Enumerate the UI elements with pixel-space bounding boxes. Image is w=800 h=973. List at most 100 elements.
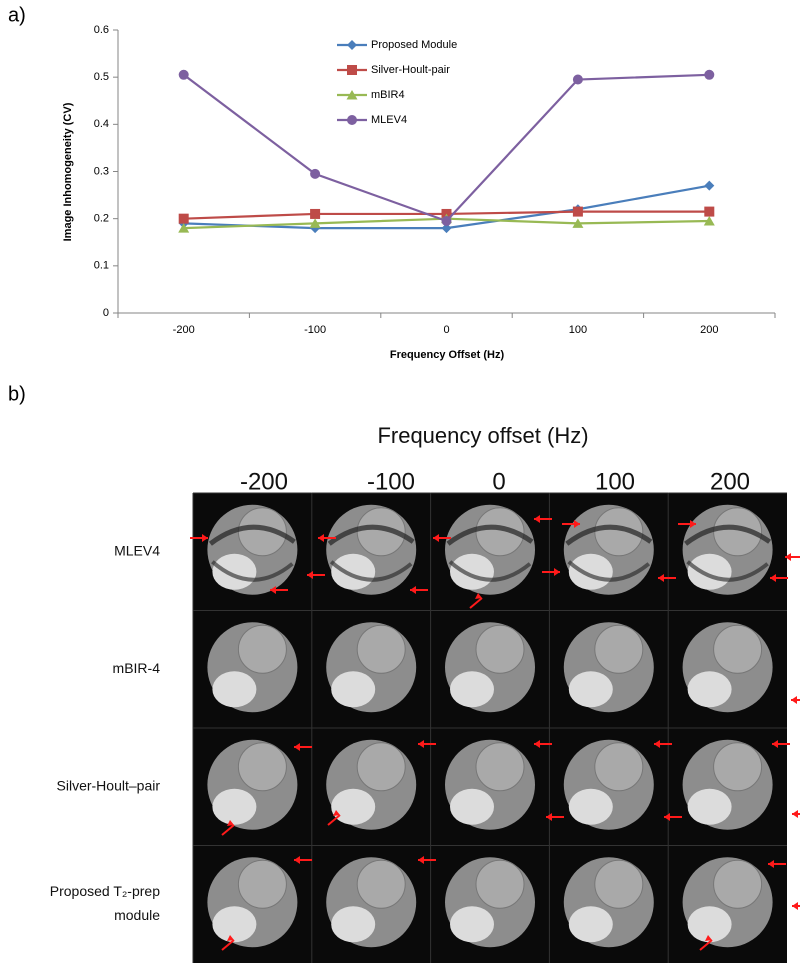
marker: [310, 208, 321, 219]
red-arrow-head: [534, 515, 540, 523]
column-header: 200: [710, 468, 750, 495]
phantom-blob: [568, 906, 613, 943]
x-tick-label: 200: [700, 324, 718, 336]
red-arrow-head: [554, 568, 560, 576]
y-axis-title: Image Inhomogeneity (CV): [62, 102, 74, 241]
marker: [178, 69, 189, 80]
red-arrow-head: [574, 520, 580, 528]
red-arrow-head: [768, 860, 774, 868]
phantom-blob: [687, 553, 732, 590]
red-arrow-head: [318, 534, 324, 542]
red-arrow-head: [294, 856, 300, 864]
phantom-blob: [212, 553, 257, 590]
row-label: module: [114, 907, 160, 923]
phantom-blob: [568, 671, 613, 708]
artifact-band: [684, 524, 772, 546]
artifact-band: [208, 524, 296, 546]
y-tick-label: 0.2: [94, 213, 109, 225]
y-tick-label: 0.3: [94, 165, 109, 177]
row-label: Silver-Hoult–pair: [57, 777, 161, 793]
phantom-blob: [450, 906, 494, 943]
phantom-blob: [568, 553, 613, 590]
marker: [178, 213, 189, 224]
x-axis-title: Frequency Offset (Hz): [390, 349, 505, 361]
red-arrow: [469, 597, 483, 609]
phantom-blob: [450, 788, 494, 825]
legend-marker: [347, 65, 357, 75]
red-arrow-head: [785, 553, 791, 561]
red-arrow-head: [546, 813, 552, 821]
y-tick-label: 0.1: [94, 260, 109, 272]
red-arrow-head: [690, 520, 696, 528]
column-header: 0: [492, 468, 505, 495]
marker: [704, 69, 715, 80]
phantom-vial: [713, 742, 763, 792]
phantom-vial: [475, 624, 525, 674]
marker: [309, 218, 321, 228]
y-tick-label: 0.6: [94, 24, 109, 36]
red-arrow-head: [664, 813, 670, 821]
red-arrow-head: [418, 856, 424, 864]
phantom-vial: [237, 742, 287, 792]
x-tick-label: 100: [569, 324, 587, 336]
red-arrow-head: [792, 810, 798, 818]
red-arrow-head: [270, 586, 276, 594]
red-arrow: [221, 939, 235, 951]
phantom-blob: [212, 788, 257, 825]
red-arrow-head: [658, 574, 664, 582]
phantom-blob: [687, 906, 732, 943]
legend-marker: [346, 90, 358, 100]
red-arrow-head: [227, 820, 234, 826]
phantom-vial: [237, 859, 287, 909]
panel-label: b): [8, 383, 26, 405]
legend-marker: [347, 40, 357, 50]
phantom-vial: [594, 624, 644, 674]
red-arrow-head: [705, 935, 712, 941]
red-arrow-head: [772, 740, 778, 748]
phantom-vial: [356, 624, 406, 674]
artifact-band: [327, 524, 415, 546]
column-header: 100: [595, 468, 635, 495]
panel-label: a): [8, 4, 26, 26]
red-arrow-head: [307, 571, 313, 579]
marker: [178, 223, 190, 233]
phantom-vial: [713, 859, 763, 909]
phantom-blob: [568, 788, 613, 825]
x-tick-label: -100: [304, 324, 326, 336]
marker: [310, 168, 321, 179]
artifact-band: [448, 560, 532, 582]
red-arrow-head: [227, 935, 234, 941]
red-arrow-head: [418, 740, 424, 748]
phantom-blob: [331, 906, 376, 943]
x-tick-label: 0: [443, 324, 449, 336]
artifact-band: [567, 560, 651, 582]
phantom-vial: [237, 624, 287, 674]
column-header: -200: [240, 468, 288, 495]
red-arrow-head: [333, 810, 340, 816]
red-arrow-head: [475, 593, 482, 599]
row-label: Proposed T₂-prep: [50, 883, 160, 899]
row-label: MLEV4: [114, 542, 160, 558]
legend-label: mBIR4: [371, 89, 405, 101]
row-label: mBIR-4: [113, 660, 161, 676]
marker: [704, 180, 715, 191]
marker: [703, 216, 715, 226]
phantom-vial: [594, 859, 644, 909]
artifact-band: [565, 524, 653, 546]
marker: [572, 74, 583, 85]
artifact-band: [329, 560, 413, 582]
red-arrow-head: [294, 743, 300, 751]
x-tick-label: -200: [173, 324, 195, 336]
phantom-blob: [331, 553, 376, 590]
red-arrow: [699, 939, 713, 951]
phantom-blob: [331, 671, 376, 708]
marker: [441, 216, 452, 227]
phantom-vial: [594, 742, 644, 792]
y-tick-label: 0: [103, 307, 109, 319]
phantom-blob: [450, 671, 494, 708]
red-arrow-head: [202, 534, 208, 542]
phantom-vial: [356, 859, 406, 909]
phantom-blob: [450, 553, 494, 590]
phantom-blob: [331, 788, 376, 825]
